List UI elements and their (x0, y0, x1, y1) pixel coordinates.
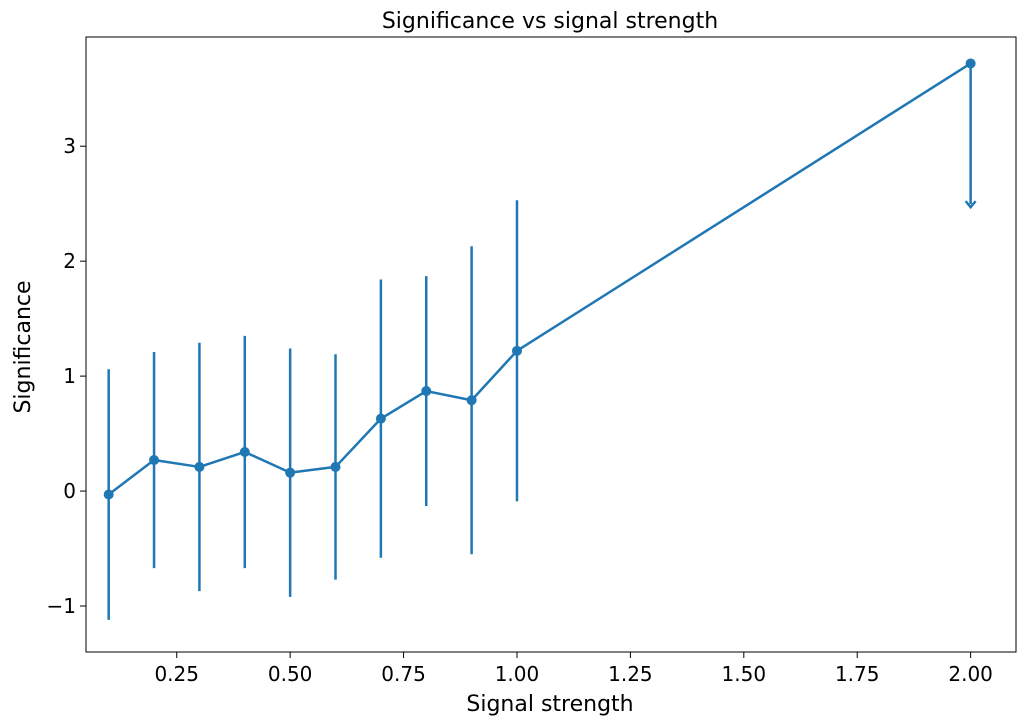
y-tick-label: 1 (63, 364, 76, 388)
x-tick-label: 1.75 (835, 662, 880, 686)
data-point (149, 455, 160, 466)
y-axis-title: Significance (11, 280, 36, 413)
x-tick-label: 0.25 (154, 662, 199, 686)
plot-frame (85, 36, 1017, 653)
series-line (107, 62, 972, 496)
data-point (375, 413, 386, 424)
data-point (239, 446, 250, 457)
x-axis-title: Signal strength (466, 692, 633, 717)
data-point (511, 345, 522, 356)
data-point (330, 461, 341, 472)
x-tick-label: 1.00 (495, 662, 540, 686)
data-point (421, 386, 432, 397)
data-point (194, 461, 205, 472)
data-point (285, 467, 296, 478)
upper-limit-arrowhead (964, 200, 977, 210)
y-tick-label: 0 (63, 479, 76, 503)
x-tick-label: 1.50 (722, 662, 767, 686)
x-tick-label: 1.25 (608, 662, 653, 686)
y-tick-label: 2 (63, 249, 76, 273)
chart-title: Significance vs signal strength (382, 9, 718, 34)
x-tick-label: 0.75 (381, 662, 426, 686)
x-tick-label: 2.00 (948, 662, 993, 686)
data-point (103, 489, 114, 500)
plot-area: 0.25 0.50 0.75 1.00 1.25 1.50 1.75 2.00 −1 0 1 2 3 (47, 36, 1017, 686)
x-tick-label: 0.50 (268, 662, 313, 686)
data-point (965, 58, 976, 69)
y-tick-label: 3 (63, 134, 76, 158)
data-point (466, 395, 477, 406)
y-tick-label: −1 (47, 594, 76, 618)
